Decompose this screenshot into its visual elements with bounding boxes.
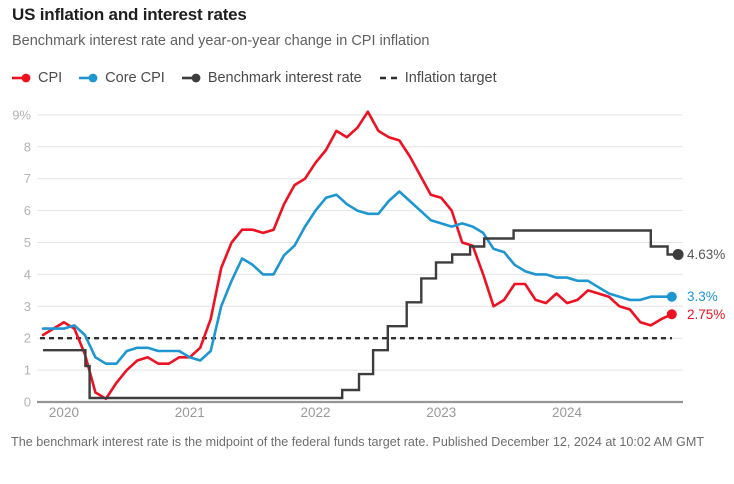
svg-text:5: 5 [24,235,31,250]
svg-text:3: 3 [24,299,31,314]
legend: CPI Core CPI Benchmark interest rate Inflat… [12,70,497,86]
svg-text:8: 8 [24,139,31,154]
svg-text:2020: 2020 [49,405,79,420]
core-cpi-legend-line-dot-icon [79,73,98,83]
svg-text:1: 1 [24,363,31,378]
benchmark-interest-rate-legend-line-dot-icon [181,73,201,83]
svg-text:2024: 2024 [552,405,583,420]
legend-item-label: Benchmark interest rate [207,70,362,86]
inflation-chart: 0 1 2 3 4 5 6 7 8 9% 2020 2021 2022 2023 2024 2.75% 3.… [12,107,725,420]
legend-item-label: Inflation target [404,70,497,86]
svg-text:3.3%: 3.3% [687,289,718,304]
legend-item-label: CPI [38,70,63,86]
legend-item-label: Core CPI [105,70,165,86]
svg-text:0: 0 [24,395,31,410]
svg-text:6: 6 [24,203,31,218]
svg-text:2021: 2021 [175,405,205,420]
svg-text:9%: 9% [12,107,31,122]
svg-text:2022: 2022 [300,405,330,420]
legend-item-core-cpi: Core CPI [79,70,165,86]
svg-text:2.75%: 2.75% [687,307,725,322]
x-axis-labels: 2020 2021 2022 2023 2024 [49,405,583,420]
inflation-target-legend-dash-icon [379,76,397,80]
svg-text:4.63%: 4.63% [687,247,725,262]
chart-footnote: The benchmark interest rate is the midpo… [11,435,705,449]
svg-text:2: 2 [24,331,31,346]
legend-item-inflation-target: Inflation target [379,70,497,86]
svg-text:7: 7 [24,171,31,186]
svg-text:2023: 2023 [426,405,456,420]
svg-text:4: 4 [24,267,31,282]
chart-subtitle: Benchmark interest rate and year-on-year… [12,33,430,49]
y-axis-labels: 0 1 2 3 4 5 6 7 8 9% [12,107,31,409]
chart-title: US inflation and interest rates [12,5,247,24]
cpi-legend-line-dot-icon [12,73,31,83]
gridlines [37,114,683,404]
legend-item-benchmark-interest-rate: Benchmark interest rate [181,70,362,86]
end-markers-and-labels: 2.75% 3.3% 4.63% [666,247,725,322]
legend-item-cpi: CPI [12,70,62,86]
series-lines [40,110,679,401]
